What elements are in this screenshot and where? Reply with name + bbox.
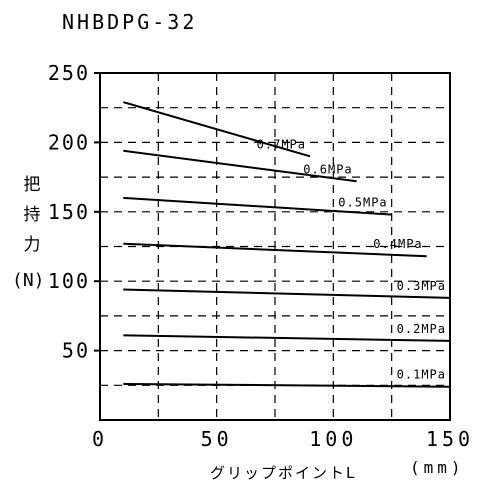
y-tick-label: 200 — [48, 130, 90, 154]
y-tick-label: 150 — [48, 200, 90, 224]
series-line — [123, 149, 357, 183]
series-label: 0.3MPa — [397, 279, 446, 293]
series-line — [123, 288, 451, 299]
series-label: 0.2MPa — [397, 322, 446, 336]
series-label: 0.1MPa — [397, 368, 446, 382]
series-label: 0.5MPa — [338, 196, 387, 210]
x-tick-label: 0 — [92, 427, 108, 451]
series-label: 0.4MPa — [373, 237, 422, 251]
series-line — [123, 196, 392, 216]
plot-frame — [99, 72, 451, 421]
series-line — [123, 101, 311, 158]
chart-title: NHBDPG-32 — [62, 10, 198, 34]
series-label: 0.7MPa — [257, 137, 306, 151]
series-line — [123, 334, 451, 342]
y-axis-label-char: 力 — [23, 235, 41, 255]
x-tick-label: 100 — [309, 427, 357, 451]
y-tick-label: 250 — [48, 61, 90, 85]
x-axis-label: グリップポイントL — [210, 464, 357, 482]
y-axis-label-char: 把 — [23, 175, 41, 195]
y-tick-label: 50 — [62, 339, 90, 363]
y-axis-label-char: 持 — [23, 205, 41, 225]
series-line — [123, 242, 427, 258]
y-axis-label: 把 持 力 — [12, 170, 52, 260]
x-axis-unit: (mm) — [410, 458, 465, 477]
y-axis-unit: (N) — [12, 270, 45, 291]
x-tick-label: 50 — [201, 427, 233, 451]
series-line — [123, 382, 451, 388]
series-label: 0.6MPa — [303, 162, 352, 176]
y-tick-label: 100 — [48, 269, 90, 293]
x-tick-label: 150 — [426, 427, 474, 451]
